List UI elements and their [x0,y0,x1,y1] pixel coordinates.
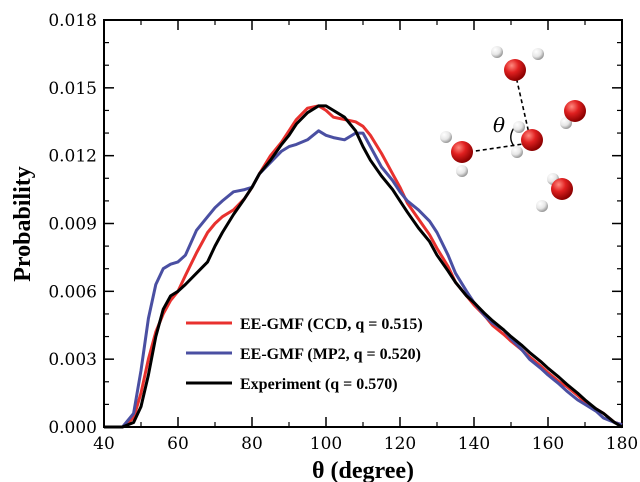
oxygen-atom [451,141,473,163]
series-lines [104,104,623,429]
x-tick-label: 120 [384,434,416,454]
hydrogen-atom [532,48,544,60]
oxygen-atom [564,100,586,122]
legend-label-ccd: EE-GMF (CCD, q = 0.515) [240,316,423,333]
hydrogen-atom [536,200,548,212]
hydrogen-atom [491,46,503,58]
y-tick-label: 0.015 [48,79,97,99]
y-tick-label: 0.003 [48,350,97,370]
y-tick-labels: 0.000 0.003 0.006 0.009 0.012 0.015 0.018 [48,11,97,438]
x-tick-label: 160 [532,434,564,454]
x-axis-title: θ (degree) [312,458,414,482]
series-line-experiment [104,104,623,429]
x-tick-label: 60 [167,434,189,454]
hydrogen-atom [456,165,468,177]
legend-label-mp2: EE-GMF (MP2, q = 0.520) [240,346,421,363]
y-tick-label: 0.018 [48,11,97,31]
x-tick-label: 180 [606,434,638,454]
x-tick-label: 40 [93,434,115,454]
axis-ticks [103,19,623,428]
series-line-mp2 [104,129,623,429]
legend-label-experiment: Experiment (q = 0.570) [240,376,398,393]
y-tick-label: 0.009 [48,215,97,235]
hbond-dashed-top [514,71,531,139]
x-tick-label: 140 [458,434,490,454]
y-tick-label: 0.006 [48,282,97,302]
oxygen-atom [551,178,573,200]
hydrogen-atom [511,146,523,158]
series-line-ccd [104,104,623,429]
legend: EE-GMF (CCD, q = 0.515) EE-GMF (MP2, q =… [186,316,423,393]
hbond-dashed-left [461,142,531,154]
x-tick-label: 100 [310,434,342,454]
water-cluster-inset: θ [440,46,586,212]
hydrogen-atom [513,121,525,133]
x-tick-label: 80 [241,434,263,454]
oxygen-atom [504,59,526,81]
angle-theta-label: θ [493,113,505,137]
y-tick-label: 0.000 [48,418,97,438]
y-tick-label: 0.012 [48,147,97,167]
oxygen-atom [521,129,543,151]
y-axis-title: Probability [10,166,36,282]
hydrogen-atom [440,131,452,143]
x-tick-labels: 40 60 80 100 120 140 160 180 [93,434,638,454]
